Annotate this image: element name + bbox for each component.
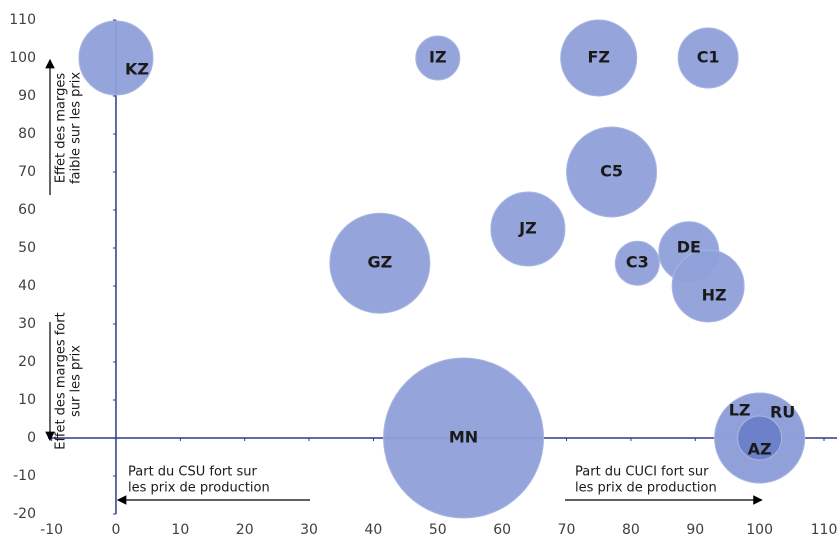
bubble — [560, 19, 638, 97]
y-tick-label: 50 — [18, 240, 36, 256]
annotation-text: les prix de production — [575, 481, 717, 496]
x-tick-label: 90 — [686, 522, 704, 538]
y-tick-label: 80 — [18, 126, 36, 142]
y-tick-label: 30 — [18, 316, 36, 332]
bubble — [415, 35, 461, 81]
bubble-label: FZ — [587, 48, 610, 67]
bubble-label: LZ — [729, 401, 751, 420]
x-tick-label: 110 — [811, 522, 837, 538]
y-tick-label: 20 — [18, 354, 36, 370]
bubble-label: C5 — [600, 162, 623, 181]
y-tick-label: 60 — [18, 202, 36, 218]
bubble — [78, 20, 154, 96]
annotation-text: faible sur les prix — [69, 72, 84, 184]
bubble-label: C3 — [626, 253, 649, 272]
y-tick-label: 70 — [18, 164, 36, 180]
bubble-label: AZ — [748, 440, 772, 459]
x-tick-label: 0 — [112, 522, 121, 538]
bubble-label: RU — [770, 403, 795, 422]
bubble-label: GZ — [368, 253, 393, 272]
x-tick-label: 80 — [622, 522, 640, 538]
bubble — [490, 191, 566, 267]
bubble-label: C1 — [697, 48, 720, 67]
x-tick-label: 20 — [236, 522, 254, 538]
bubble — [329, 212, 431, 314]
annotation-text: Effet des marges — [54, 73, 69, 184]
annotation-text: sur les prix — [69, 345, 84, 417]
y-tick-label: 40 — [18, 278, 36, 294]
bubble-label: IZ — [429, 48, 447, 67]
x-tick-label: 60 — [493, 522, 511, 538]
bubble — [677, 27, 739, 89]
y-tick-label: 90 — [18, 88, 36, 104]
bubble — [566, 126, 658, 218]
annotation-text: Part du CSU fort sur — [128, 465, 258, 480]
x-tick-label: -10 — [40, 522, 63, 538]
bubble — [737, 415, 783, 461]
x-tick-label: 70 — [558, 522, 576, 538]
x-tick-label: 40 — [365, 522, 383, 538]
x-tick-label: 30 — [300, 522, 318, 538]
x-tick-label: 10 — [171, 522, 189, 538]
bubble-label: HZ — [702, 286, 727, 305]
y-tick-label: 10 — [18, 392, 36, 408]
bubble-label: DE — [677, 237, 701, 256]
y-tick-label: -20 — [13, 506, 36, 522]
x-tick-label: 100 — [746, 522, 773, 538]
y-tick-label: 0 — [27, 430, 36, 446]
annotation-text: Part du CUCI fort sur — [575, 465, 709, 480]
annotation-text: Effet des marges fort — [54, 312, 69, 449]
bubble-label: JZ — [518, 219, 537, 238]
bubble-label: MN — [449, 428, 478, 447]
x-tick-label: 50 — [429, 522, 447, 538]
y-tick-label: -10 — [13, 468, 36, 484]
bubble — [671, 249, 745, 323]
bubble — [383, 357, 545, 519]
bubble-label: KZ — [125, 60, 149, 79]
y-tick-label: 100 — [9, 50, 36, 66]
annotation-text: les prix de production — [128, 481, 270, 496]
y-tick-label: 110 — [9, 12, 36, 28]
bubble — [614, 240, 660, 286]
